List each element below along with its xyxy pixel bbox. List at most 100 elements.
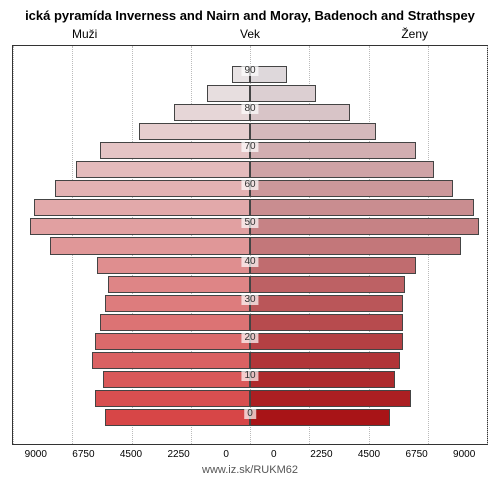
female-bar: [250, 85, 316, 102]
pyramid-row: [13, 313, 487, 332]
x-axis-left: 90006750450022500: [12, 449, 250, 460]
chart-area: 9080706050403020100: [12, 45, 488, 445]
male-half: [13, 256, 250, 275]
x-tick: 6750: [393, 449, 441, 460]
female-bar: [250, 104, 350, 121]
pyramid-row: 60: [13, 179, 487, 198]
pyramid-row: 40: [13, 256, 487, 275]
female-half: [250, 84, 487, 103]
x-axis: 90006750450022500 02250450067509000: [12, 445, 488, 462]
male-bar: [139, 123, 250, 140]
male-half: [13, 351, 250, 370]
pyramid-row: 0: [13, 408, 487, 427]
pyramid-row: 90: [13, 65, 487, 84]
female-half: [250, 256, 487, 275]
age-label: 20: [241, 332, 258, 343]
male-bar: [108, 276, 250, 293]
female-bar: [250, 333, 403, 350]
male-half: [13, 332, 250, 351]
header-row: Muži Vek Ženy: [12, 23, 488, 43]
male-half: [13, 313, 250, 332]
age-label: 0: [244, 408, 256, 419]
male-bar: [103, 371, 250, 388]
female-bar: [250, 276, 405, 293]
pyramid-row: 50: [13, 217, 487, 236]
male-bar: [100, 314, 250, 331]
x-tick: 0: [202, 449, 250, 460]
male-bar: [95, 390, 250, 407]
male-bar: [30, 218, 250, 235]
x-tick: 6750: [60, 449, 108, 460]
chart-title: ická pyramída Inverness and Nairn and Mo…: [12, 8, 488, 23]
male-half: [13, 141, 250, 160]
male-half: [13, 408, 250, 427]
male-bar: [55, 180, 250, 197]
male-bar: [76, 161, 250, 178]
female-half: [250, 141, 487, 160]
male-half: [13, 275, 250, 294]
male-half: [13, 160, 250, 179]
pyramid-row: [13, 160, 487, 179]
bars-layer: 9080706050403020100: [13, 46, 487, 444]
female-bar: [250, 371, 395, 388]
male-bar: [105, 409, 250, 426]
age-label: 50: [241, 217, 258, 228]
female-half: [250, 332, 487, 351]
female-bar: [250, 257, 416, 274]
female-bar: [250, 390, 411, 407]
x-tick: 0: [250, 449, 298, 460]
pyramid-row: 70: [13, 141, 487, 160]
male-bar: [100, 142, 250, 159]
female-bar: [250, 142, 416, 159]
male-half: [13, 122, 250, 141]
female-bar: [250, 237, 461, 254]
age-label: 80: [241, 103, 258, 114]
male-half: [13, 198, 250, 217]
female-bar: [250, 218, 479, 235]
x-axis-right: 02250450067509000: [250, 449, 488, 460]
male-half: [13, 179, 250, 198]
male-bar: [95, 333, 250, 350]
male-half: [13, 103, 250, 122]
age-label: 60: [241, 179, 258, 190]
age-label: 30: [241, 294, 258, 305]
pyramid-row: [13, 122, 487, 141]
female-half: [250, 351, 487, 370]
x-tick: 2250: [155, 449, 203, 460]
female-half: [250, 389, 487, 408]
female-bar: [250, 123, 376, 140]
male-bar: [34, 199, 250, 216]
male-half: [13, 84, 250, 103]
male-bar: [207, 85, 250, 102]
male-bar: [105, 295, 250, 312]
female-half: [250, 275, 487, 294]
male-half: [13, 370, 250, 389]
female-half: [250, 160, 487, 179]
x-tick: 9000: [440, 449, 488, 460]
female-bar: [250, 314, 403, 331]
pyramid-row: [13, 84, 487, 103]
female-bar: [250, 180, 453, 197]
female-bar: [250, 352, 400, 369]
x-tick: 9000: [12, 449, 60, 460]
label-age: Vek: [240, 27, 260, 41]
x-tick: 4500: [345, 449, 393, 460]
grid-line: [487, 46, 488, 444]
pyramid-row: [13, 236, 487, 255]
pyramid-row: 30: [13, 294, 487, 313]
male-half: [13, 294, 250, 313]
age-label: 40: [241, 256, 258, 267]
male-half: [13, 65, 250, 84]
male-bar: [92, 352, 250, 369]
female-half: [250, 408, 487, 427]
female-bar: [250, 295, 403, 312]
pyramid-row: [13, 351, 487, 370]
female-half: [250, 294, 487, 313]
pyramid-row: [13, 389, 487, 408]
female-half: [250, 217, 487, 236]
male-half: [13, 389, 250, 408]
female-half: [250, 236, 487, 255]
age-label: 90: [241, 65, 258, 76]
female-half: [250, 198, 487, 217]
x-tick: 2250: [298, 449, 346, 460]
